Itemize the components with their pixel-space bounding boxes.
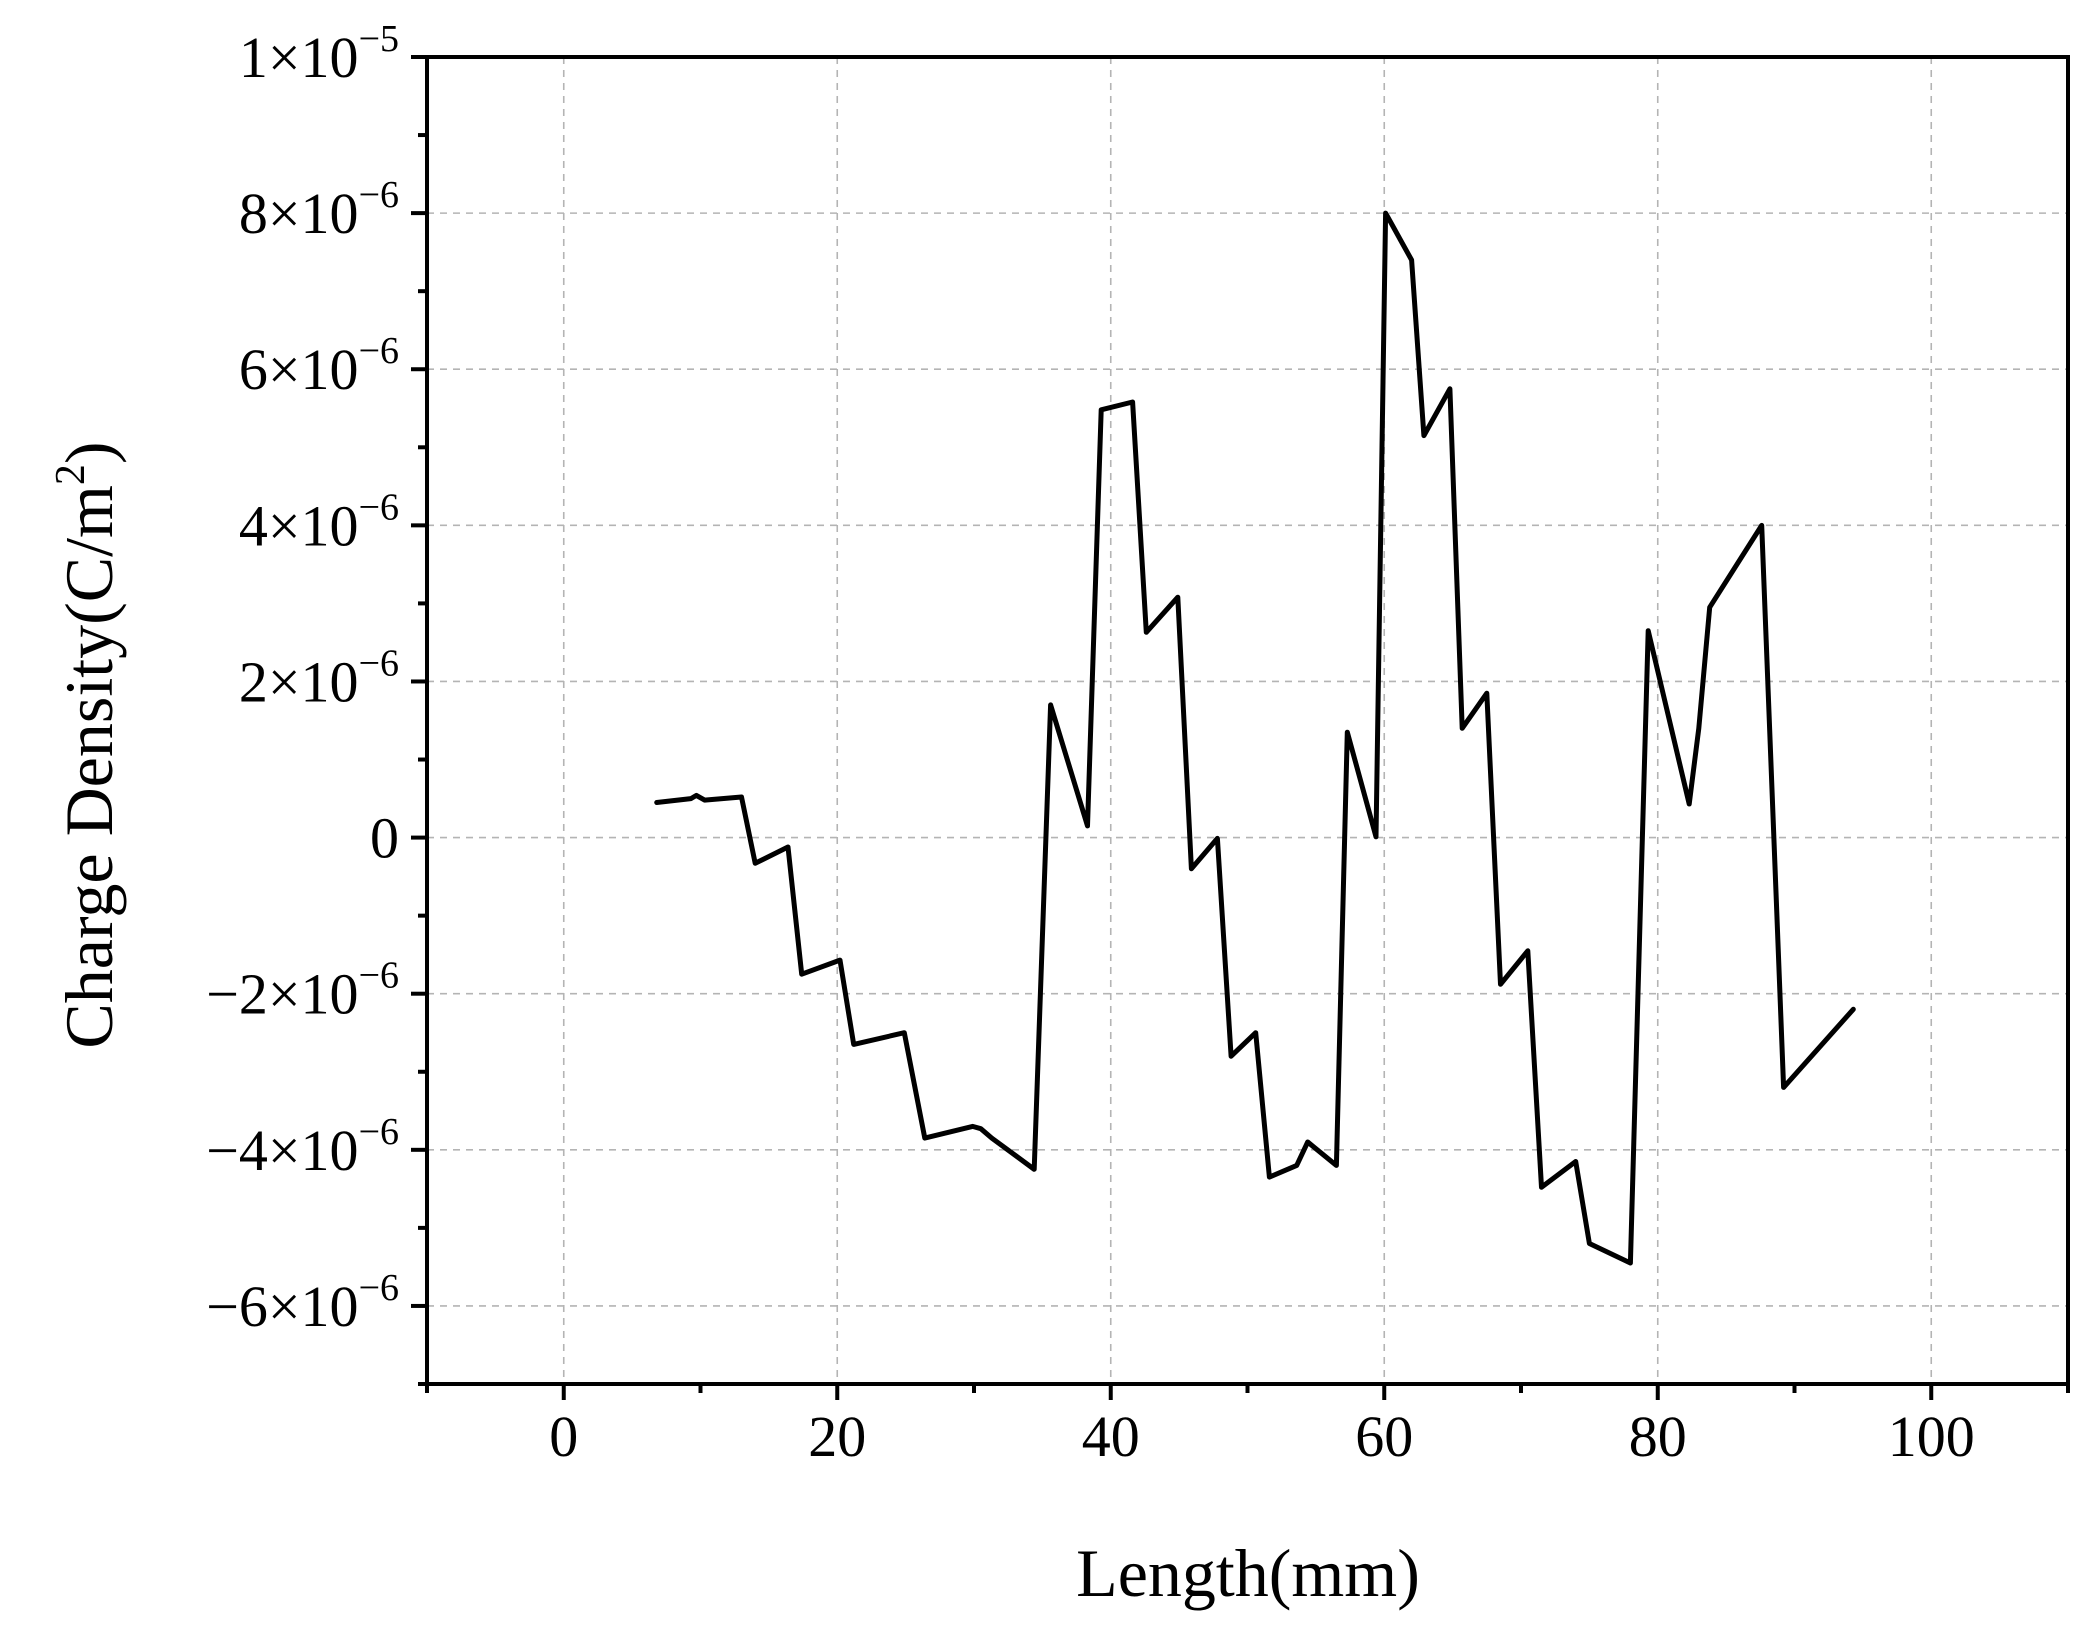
series-line — [654, 210, 1856, 1266]
series-layer — [654, 210, 1856, 1266]
grid-lines — [427, 57, 2068, 1384]
x-axis-title: Length(mm) — [1076, 1535, 1420, 1611]
x-tick-labels: 0 20 40 60 80 100 — [549, 1404, 1975, 1469]
x-tick-label: 60 — [1355, 1404, 1413, 1469]
y-tick-label: 8×10−6 — [239, 174, 399, 246]
y-tick-label: 6×10−6 — [239, 330, 399, 402]
x-tick-label: 0 — [549, 1404, 578, 1469]
y-tick-label: −6×10−6 — [206, 1267, 399, 1339]
y-tick-label: 1×10−5 — [239, 18, 399, 90]
y-tick-label: 0 — [370, 806, 399, 871]
y-tick-label: −2×10−6 — [206, 955, 399, 1027]
x-tick-label: 80 — [1629, 1404, 1687, 1469]
y-tick-labels: −6×10−6 −4×10−6 −2×10−6 0 2×10−6 4×10−6 6×10−6… — [206, 18, 399, 1339]
y-axis-title-main: Charge Density(C/m — [51, 485, 127, 1048]
y-axis-title: Charge Density(C/m2) — [48, 441, 127, 1048]
plot-frame — [425, 55, 2070, 1386]
x-tick-label: 20 — [808, 1404, 866, 1469]
y-tick-label: 4×10−6 — [239, 486, 399, 558]
y-axis-title-superscript: 2 — [48, 464, 94, 485]
y-axis-title-close: ) — [51, 441, 127, 464]
x-tick-label: 100 — [1888, 1404, 1975, 1469]
y-tick-label: −4×10−6 — [206, 1111, 399, 1183]
x-tick-label: 40 — [1082, 1404, 1140, 1469]
y-tick-label: 2×10−6 — [239, 642, 399, 714]
axes — [411, 55, 2070, 1400]
